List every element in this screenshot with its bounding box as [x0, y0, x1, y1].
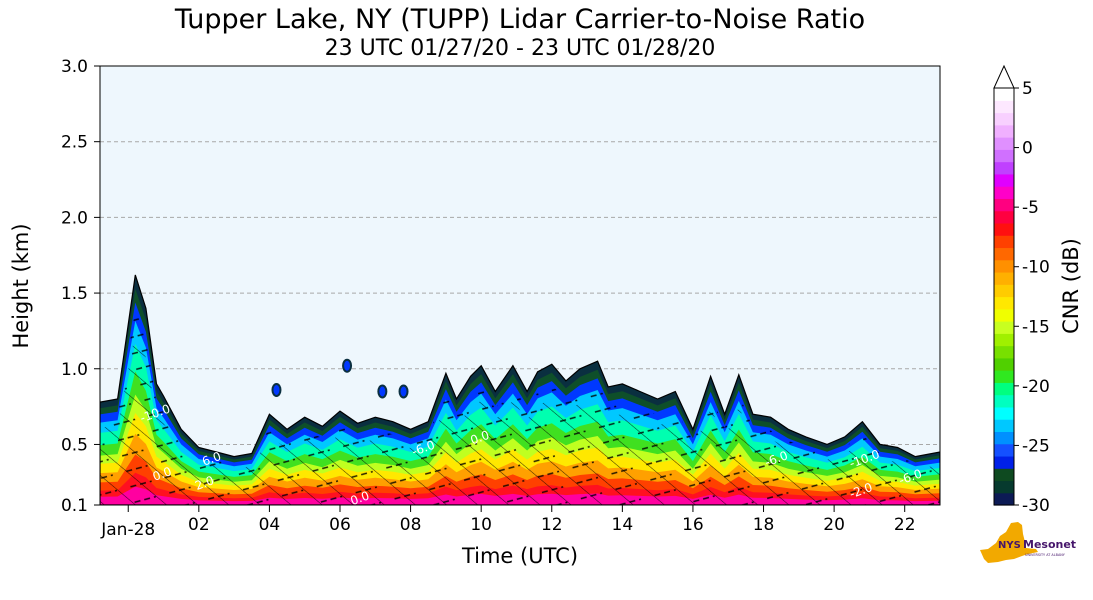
- colorbar-label: CNR (dB): [1059, 238, 1083, 334]
- logo-nys-text: NYS: [998, 540, 1021, 551]
- colorbar-tick-label: -5: [1022, 198, 1039, 218]
- y-tick-label: 0.5: [61, 435, 88, 455]
- colorbar-tick-label: -20: [1022, 377, 1050, 397]
- colorbar-segment: [994, 161, 1014, 175]
- colorbar-tick-label: -15: [1022, 317, 1050, 337]
- colorbar-segment: [994, 198, 1014, 212]
- colorbar-segment: [994, 357, 1014, 371]
- x-tick-label: 16: [682, 515, 704, 535]
- x-axis: Jan-28 02 04 06 08 10 12 14 16 18 20 22: [100, 505, 916, 540]
- colorbar-segment: [994, 480, 1014, 494]
- colorbar-segment: [994, 271, 1014, 285]
- colorbar-segment: [994, 492, 1014, 506]
- colorbar-segment: [994, 431, 1014, 445]
- x-axis-label: Time (UTC): [461, 544, 578, 568]
- x-tick-label: Jan-28: [100, 520, 155, 540]
- colorbar-segment: [994, 443, 1014, 457]
- logo-university-text: UNIVERSITY AT ALBANY: [1025, 553, 1066, 557]
- contour-label: 2.0: [193, 473, 216, 493]
- colorbar-segment: [994, 173, 1014, 187]
- colorbar-segment: [994, 210, 1014, 224]
- colorbar-segment: [994, 88, 1014, 101]
- y-tick-label: 2.5: [61, 133, 88, 153]
- colorbar-segment: [994, 296, 1014, 310]
- x-tick-label: 20: [823, 515, 845, 535]
- colorbar-segment: [994, 394, 1014, 408]
- cnr-field: [100, 274, 940, 505]
- plot-frame: [99, 65, 941, 506]
- colorbar-segment: [994, 100, 1014, 114]
- x-tick-label: 10: [470, 515, 492, 535]
- y-tick-label: 1.0: [61, 360, 88, 380]
- colorbar-extend-arrow: [993, 64, 1015, 89]
- colorbar-segment: [994, 284, 1014, 298]
- y-axis-label: Height (km): [9, 223, 33, 348]
- y-tick-label: 3.0: [61, 57, 88, 77]
- colorbar-segment: [994, 259, 1014, 273]
- colorbar-segment: [994, 468, 1014, 482]
- colorbar-frame: [993, 87, 1015, 506]
- colorbar-tick-label: -10: [1022, 258, 1050, 278]
- cnr-hatching: [100, 332, 940, 505]
- colorbar: 5 0 -5 -10 -15 -20 -25 -30: [993, 64, 1050, 516]
- new-york-state-shape: [980, 522, 1038, 563]
- x-tick-label: 14: [612, 515, 634, 535]
- colorbar-segment: [994, 308, 1014, 322]
- x-tick-label: 04: [259, 515, 281, 535]
- colorbar-tick-label: 5: [1022, 79, 1033, 99]
- colorbar-segment: [994, 406, 1014, 420]
- chart-subtitle: 23 UTC 01/27/20 - 23 UTC 01/28/20: [324, 36, 716, 61]
- colorbar-segment: [994, 222, 1014, 236]
- contour-label: 0.0: [348, 488, 371, 508]
- colorbar-segment: [994, 333, 1014, 347]
- x-tick-label: 02: [188, 515, 210, 535]
- chart-title: Tupper Lake, NY (TUPP) Lidar Carrier-to-…: [174, 4, 866, 35]
- colorbar-segment: [994, 321, 1014, 334]
- colorbar-segment: [994, 149, 1014, 163]
- colorbar-segment: [994, 186, 1014, 199]
- colorbar-segment: [994, 382, 1014, 396]
- y-axis: 0.1 0.5 1.0 1.5 2.0 2.5 3.0: [61, 57, 100, 516]
- x-tick-label: 12: [541, 515, 563, 535]
- colorbar-tick-label: -30: [1022, 496, 1050, 516]
- x-tick-label: 08: [400, 515, 422, 535]
- colorbar-segment: [994, 124, 1014, 138]
- colorbar-segment: [994, 419, 1014, 433]
- colorbar-segment: [994, 137, 1014, 150]
- y-tick-label: 0.1: [61, 496, 88, 516]
- colorbar-segment: [994, 370, 1014, 383]
- logo-mesonet-text: Mesonet: [1023, 538, 1076, 551]
- colorbar-segment: [994, 235, 1014, 249]
- isolated-echo: [398, 384, 409, 399]
- isolated-echo: [271, 382, 282, 397]
- colorbar-tick-label: 0: [1022, 139, 1033, 159]
- isolated-echo: [377, 384, 388, 399]
- colorbar-tick-label: -25: [1022, 436, 1050, 456]
- x-tick-label: 06: [329, 515, 351, 535]
- contour-label: 6.0: [200, 449, 223, 469]
- x-tick-label: 22: [894, 515, 916, 535]
- contour-label: 0.0: [468, 428, 491, 448]
- colorbar-segment: [994, 112, 1014, 126]
- colorbar-segment: [994, 455, 1014, 469]
- nys-mesonet-logo: NYS Mesonet UNIVERSITY AT ALBANY: [980, 522, 1076, 563]
- colorbar-segment: [994, 247, 1014, 261]
- colorbar-segment: [994, 345, 1014, 359]
- contour-label: 0.0: [151, 464, 174, 484]
- cnr-outline: [100, 274, 940, 505]
- isolated-echo: [342, 358, 353, 373]
- y-tick-label: 2.0: [61, 208, 88, 228]
- x-tick-label: 18: [753, 515, 775, 535]
- y-tick-label: 1.5: [61, 284, 88, 304]
